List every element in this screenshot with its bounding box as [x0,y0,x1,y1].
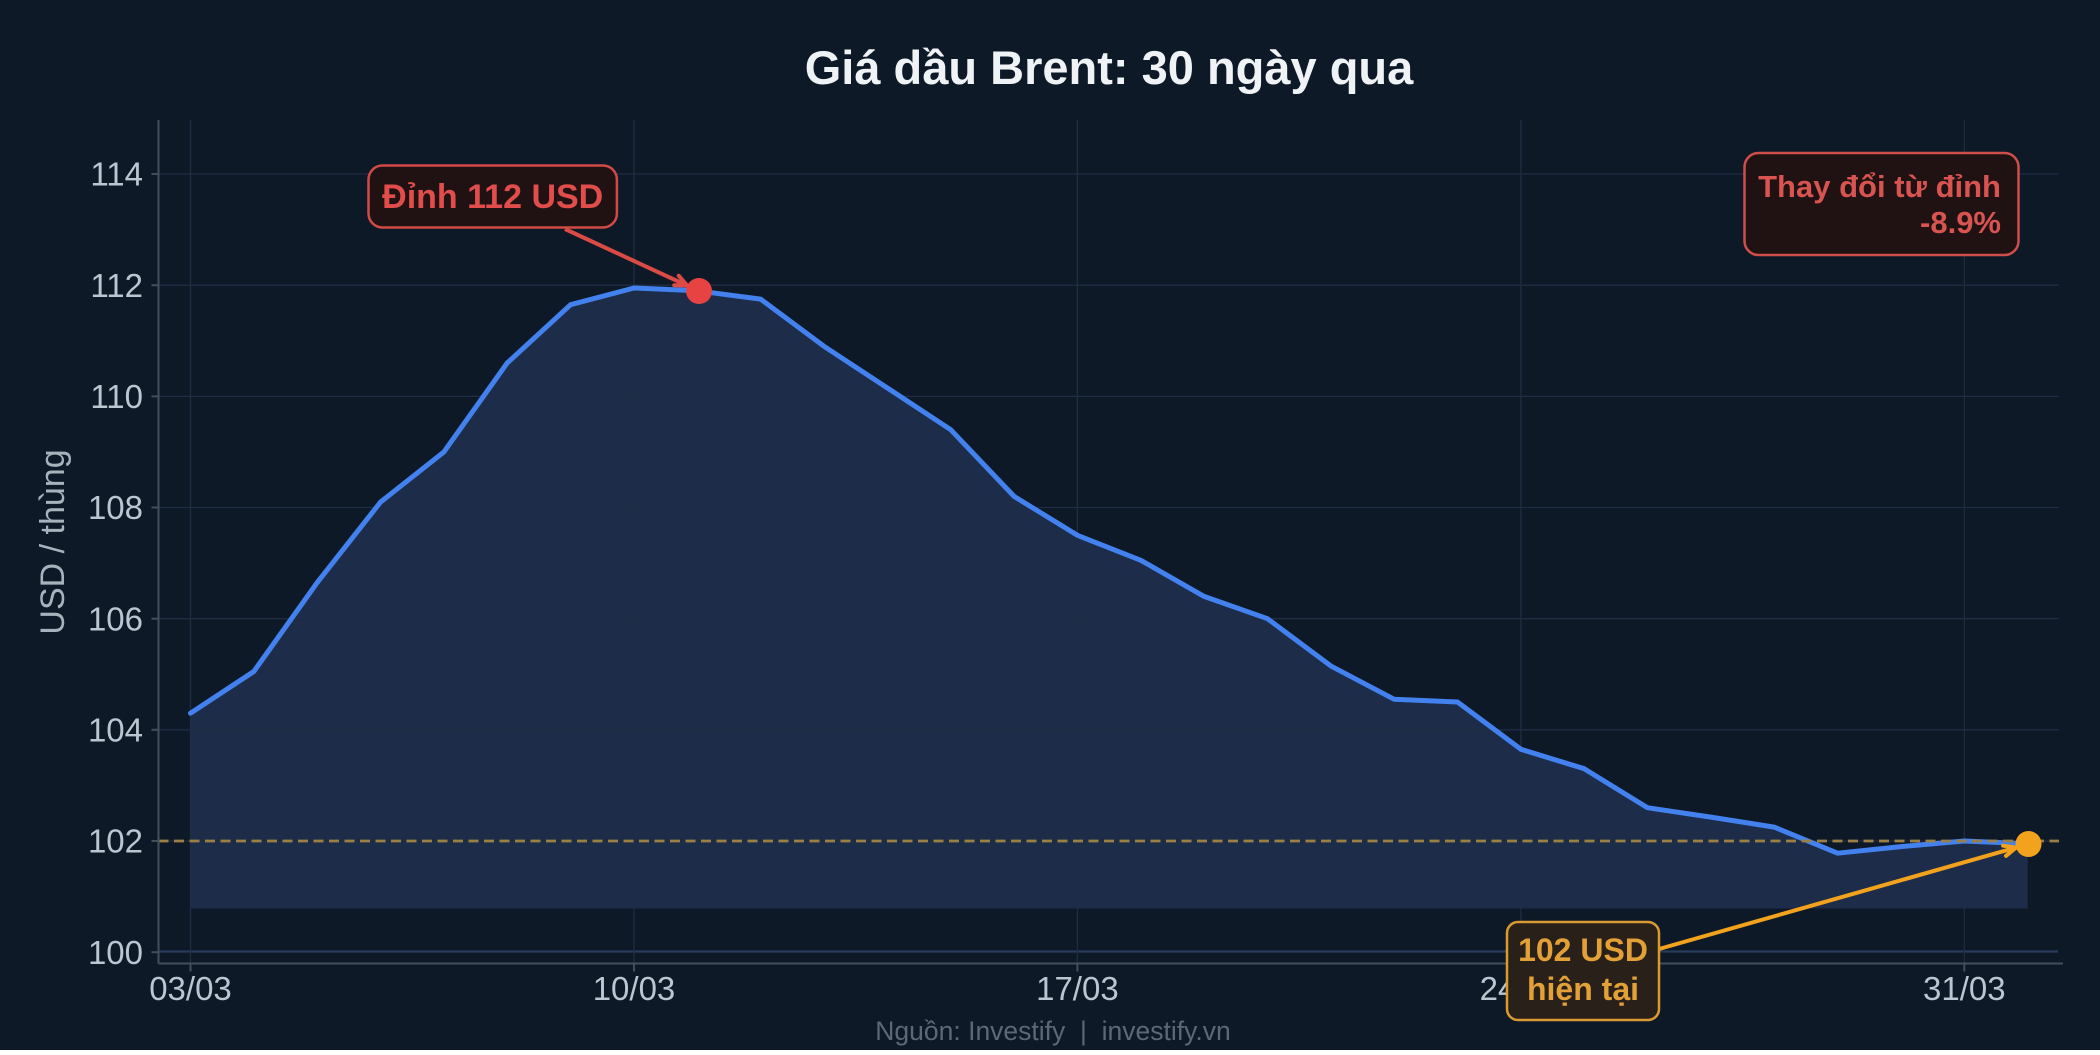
svg-text:hiện tại: hiện tại [1527,971,1639,1007]
svg-text:USD / thùng: USD / thùng [34,449,72,634]
svg-text:10/03: 10/03 [593,970,676,1007]
svg-text:31/03: 31/03 [1923,970,2006,1007]
svg-text:100: 100 [88,934,143,971]
svg-text:Thay đổi từ đỉnh: Thay đổi từ đỉnh [1758,169,2001,204]
svg-text:114: 114 [90,156,143,193]
svg-text:Nguồn: Investify | investify: Nguồn: Investify | investify.vn [875,1016,1230,1046]
svg-text:102: 102 [88,823,143,860]
svg-text:112: 112 [90,267,143,304]
svg-text:Đỉnh 112 USD: Đỉnh 112 USD [382,178,603,216]
svg-text:102 USD: 102 USD [1518,932,1648,968]
svg-text:Giá dầu Brent: 30 ngày qua: Giá dầu Brent: 30 ngày qua [805,41,1414,94]
svg-text:-8.9%: -8.9% [1920,205,2001,240]
svg-text:108: 108 [88,489,143,526]
svg-text:104: 104 [88,711,143,748]
svg-text:17/03: 17/03 [1036,970,1119,1007]
svg-text:106: 106 [88,600,143,637]
svg-text:110: 110 [90,378,143,415]
svg-text:03/03: 03/03 [149,970,232,1007]
